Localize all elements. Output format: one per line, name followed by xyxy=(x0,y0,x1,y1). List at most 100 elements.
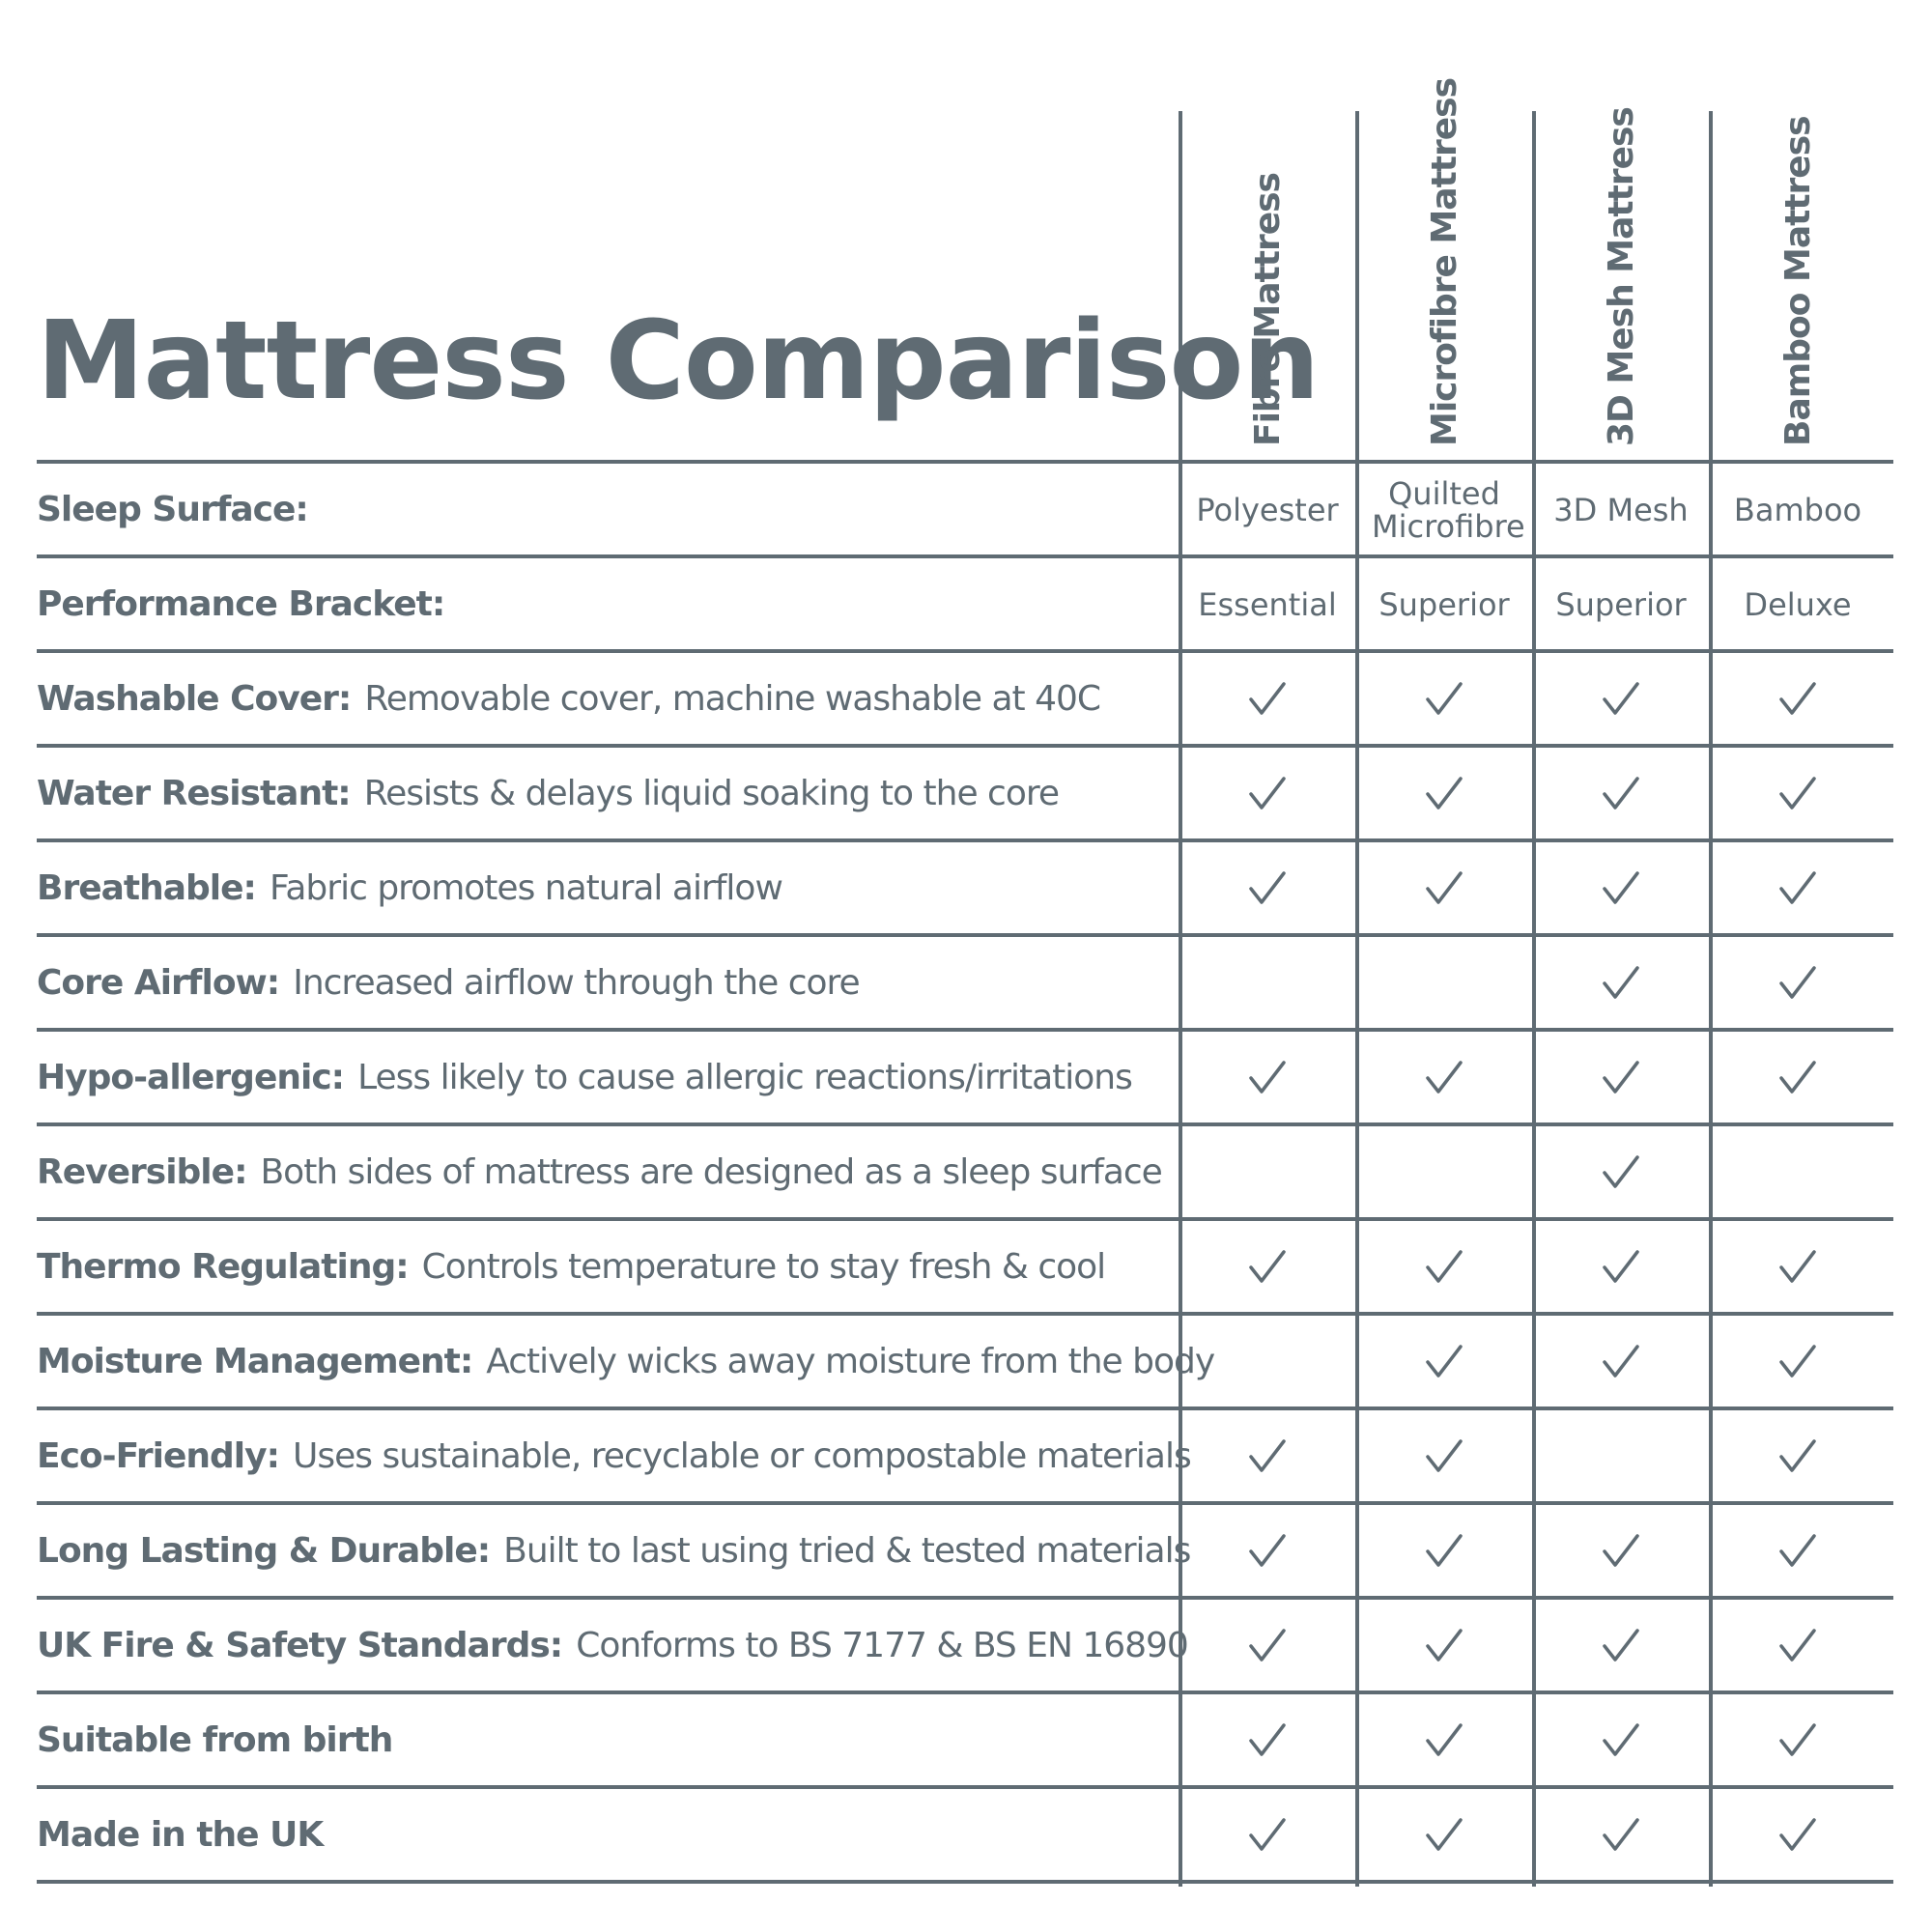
table-cell xyxy=(1357,1694,1531,1786)
checkmark-icon xyxy=(1249,870,1286,904)
feature-description: Resists & delays liquid soaking to the c… xyxy=(363,774,1060,813)
feature-name: Eco-Friendly: xyxy=(37,1436,280,1476)
table-cell xyxy=(1534,1789,1708,1881)
table-cell xyxy=(1357,1221,1531,1313)
checkmark-icon xyxy=(1603,965,1639,999)
cell-value: 3D Mesh xyxy=(1553,491,1689,528)
checkmark-icon xyxy=(1249,1060,1286,1094)
table-cell xyxy=(1180,937,1354,1029)
row-divider xyxy=(37,744,1893,748)
table-cell: Superior xyxy=(1357,558,1531,650)
row-label: Water Resistant: Resists & delays liquid … xyxy=(37,748,1167,839)
table-cell xyxy=(1180,1126,1354,1218)
feature-name: Water Resistant: xyxy=(37,774,352,813)
checkmark-icon xyxy=(1249,1722,1286,1756)
feature-name: Thermo Regulating: xyxy=(37,1247,410,1287)
table-cell xyxy=(1711,1126,1885,1218)
table-cell xyxy=(1711,1789,1885,1881)
table-cell xyxy=(1534,1600,1708,1691)
cell-value: Superior xyxy=(1378,585,1510,623)
table-cell xyxy=(1180,1316,1354,1407)
column-divider xyxy=(1179,111,1182,1887)
table-cell xyxy=(1534,1505,1708,1597)
table-cell xyxy=(1711,937,1885,1029)
cell-value: Polyester xyxy=(1196,491,1339,528)
feature-description: Actively wicks away moisture from the bo… xyxy=(486,1342,1215,1381)
row-divider xyxy=(37,1312,1893,1316)
table-cell xyxy=(1534,1032,1708,1123)
table-cell: 3D Mesh xyxy=(1534,464,1708,555)
checkmark-icon xyxy=(1779,1060,1816,1094)
feature-name: Breathable: xyxy=(37,868,257,908)
checkmark-icon xyxy=(1779,1533,1816,1567)
checkmark-icon xyxy=(1603,1722,1639,1756)
row-divider xyxy=(37,1690,1893,1694)
feature-name: Sleep Surface: xyxy=(37,490,309,529)
table-cell xyxy=(1534,1221,1708,1313)
row-divider xyxy=(37,1596,1893,1600)
checkmark-icon xyxy=(1426,870,1463,904)
table-cell xyxy=(1180,1032,1354,1123)
column-divider xyxy=(1532,111,1536,1887)
checkmark-icon xyxy=(1779,1438,1816,1472)
checkmark-icon xyxy=(1779,1722,1816,1756)
row-label: Eco-Friendly: Uses sustainable, recyclabl… xyxy=(37,1410,1192,1502)
checkmark-icon xyxy=(1603,1533,1639,1567)
table-cell: Bamboo xyxy=(1711,464,1885,555)
cell-value: Bamboo xyxy=(1733,491,1862,528)
checkmark-icon xyxy=(1603,1817,1639,1851)
feature-name: Moisture Management: xyxy=(37,1342,473,1381)
checkmark-icon xyxy=(1603,1154,1639,1188)
checkmark-icon xyxy=(1779,965,1816,999)
feature-name: Hypo-allergenic: xyxy=(37,1058,345,1097)
checkmark-icon xyxy=(1249,1628,1286,1662)
table-cell xyxy=(1534,1694,1708,1786)
feature-description: Built to last using tried & tested mater… xyxy=(503,1531,1191,1571)
checkmark-icon xyxy=(1603,1628,1639,1662)
checkmark-icon xyxy=(1603,1060,1639,1094)
feature-name: Core Airflow: xyxy=(37,963,280,1003)
checkmark-icon xyxy=(1779,776,1816,810)
feature-description: Increased airflow through the core xyxy=(293,963,860,1003)
table-cell xyxy=(1180,1600,1354,1691)
table-cell xyxy=(1711,748,1885,839)
table-cell xyxy=(1534,1316,1708,1407)
table-cell: Quilted Microfibre xyxy=(1357,464,1531,555)
table-cell xyxy=(1711,1316,1885,1407)
table-cell xyxy=(1357,1505,1531,1597)
checkmark-icon xyxy=(1779,870,1816,904)
table-cell xyxy=(1357,1316,1531,1407)
table-cell xyxy=(1534,1410,1708,1502)
row-divider xyxy=(37,460,1893,464)
feature-description: Less likely to cause allergic reactions/… xyxy=(357,1058,1133,1097)
table-cell: Essential xyxy=(1180,558,1354,650)
checkmark-icon xyxy=(1603,776,1639,810)
table-cell xyxy=(1357,1789,1531,1881)
table-cell xyxy=(1180,1694,1354,1786)
table-cell xyxy=(1357,937,1531,1029)
table-cell xyxy=(1357,748,1531,839)
row-divider xyxy=(37,554,1893,558)
checkmark-icon xyxy=(1603,870,1639,904)
checkmark-icon xyxy=(1426,681,1463,715)
checkmark-icon xyxy=(1249,1817,1286,1851)
checkmark-icon xyxy=(1426,1817,1463,1851)
row-label: Washable Cover: Removable cover, machine … xyxy=(37,653,1167,745)
checkmark-icon xyxy=(1603,1344,1639,1378)
row-label: Thermo Regulating: Controls temperature t… xyxy=(37,1221,1167,1313)
table-cell xyxy=(1357,653,1531,745)
checkmark-icon xyxy=(1249,681,1286,715)
row-divider xyxy=(37,649,1893,653)
row-label: Reversible: Both sides of mattress are de… xyxy=(37,1126,1167,1218)
table-cell xyxy=(1180,842,1354,934)
feature-name: Made in the UK xyxy=(37,1815,324,1855)
row-divider xyxy=(37,1880,1893,1884)
page-title: Mattress Comparison xyxy=(37,298,1320,424)
table-cell xyxy=(1180,653,1354,745)
feature-description: Both sides of mattress are designed as a… xyxy=(260,1152,1162,1192)
feature-name: Reversible: xyxy=(37,1152,247,1192)
checkmark-icon xyxy=(1779,1344,1816,1378)
row-label: Performance Bracket: xyxy=(37,558,1167,650)
table-cell xyxy=(1357,1410,1531,1502)
table-cell: Superior xyxy=(1534,558,1708,650)
